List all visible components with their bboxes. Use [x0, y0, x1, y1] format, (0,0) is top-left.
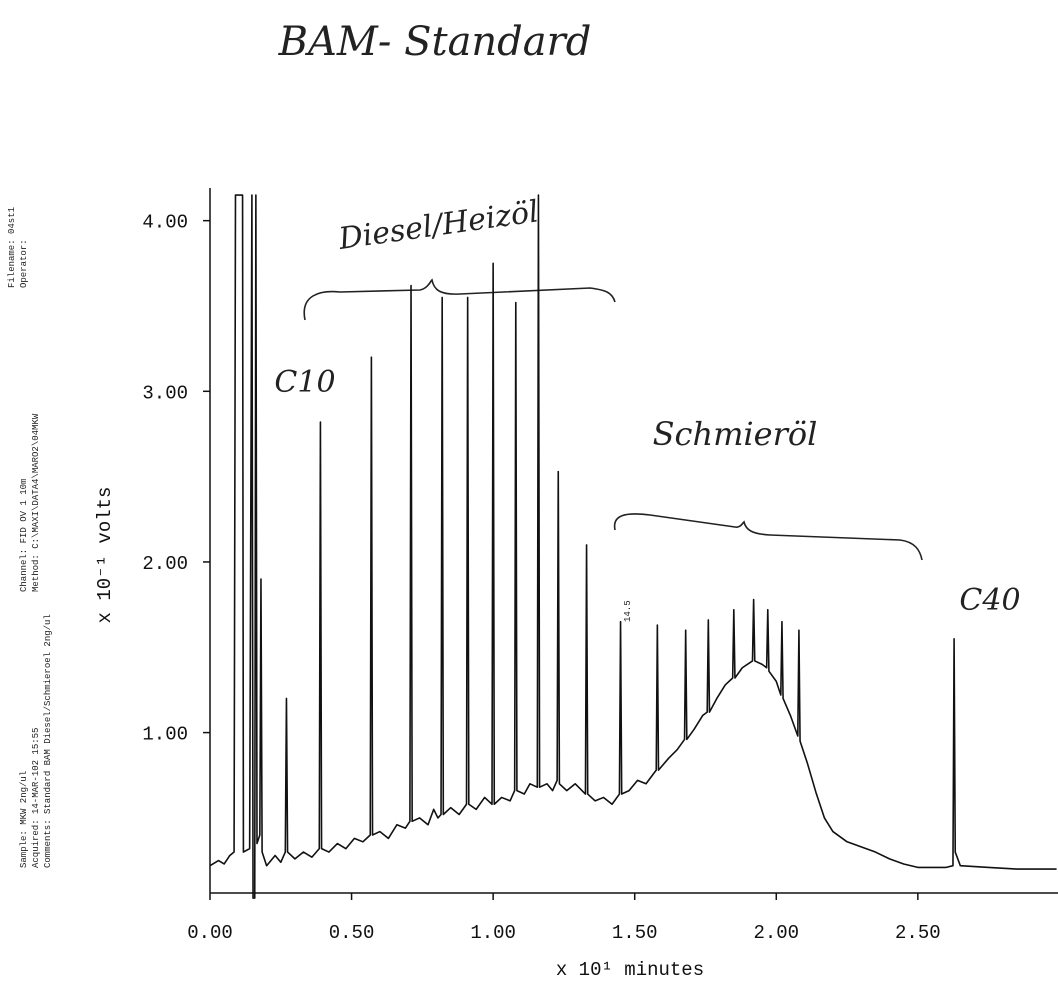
chromatogram-trace [209, 194, 1057, 899]
y-tick-label: 3.00 [142, 382, 188, 404]
brace [613, 513, 923, 561]
chart-title: BAM- Standard [278, 19, 592, 65]
y-axis-label: x 10⁻¹ volts [94, 487, 116, 624]
x-tick-label: 1.50 [612, 922, 658, 944]
x-tick-label: 2.00 [753, 922, 799, 944]
brace [303, 278, 616, 321]
meta-line: Sample: MKW 2ng/ul [19, 771, 29, 868]
meta-line: Method: C:\MAXI\DATA4\MARO2\04MKW [31, 413, 41, 592]
y-tick-label: 4.00 [142, 212, 188, 234]
annotation: Schmieröl [653, 415, 818, 453]
meta-line: Comments: Standard BAM Diesel/Schmieroel… [43, 614, 53, 868]
annotation: Diesel/Heizöl [336, 194, 541, 257]
meta-line: Acquired: 14-MAR-102 15:55 [31, 728, 41, 868]
x-axis-label: x 10¹ minutes [556, 959, 704, 981]
x-tick-label: 0.00 [187, 922, 233, 944]
x-tick-label: 0.50 [329, 922, 375, 944]
meta-line: Filename: 04st1 [7, 207, 17, 288]
meta-line: Channel: FID OV 1 10m [19, 479, 29, 592]
y-tick-label: 1.00 [142, 724, 188, 746]
annotation: C10 [274, 365, 335, 400]
annotation: C40 [959, 583, 1020, 618]
x-tick-label: 2.50 [895, 922, 941, 944]
x-tick-label: 1.00 [470, 922, 516, 944]
meta-line: Operator: [19, 239, 29, 288]
y-tick-label: 2.00 [142, 553, 188, 575]
peak-label: 14.5 [623, 600, 633, 622]
